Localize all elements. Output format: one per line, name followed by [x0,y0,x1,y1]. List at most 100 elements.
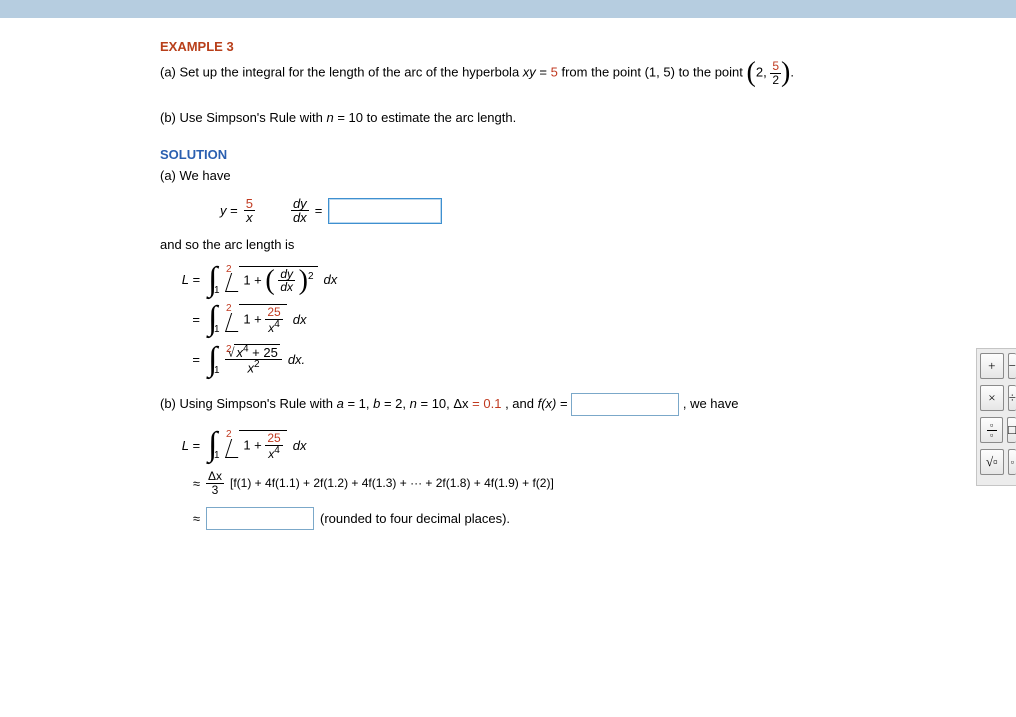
palette-divide-button[interactable]: ÷ [1008,385,1016,411]
lhs: = [160,312,200,327]
den: x4 [265,320,282,335]
lo: 1 [214,324,220,335]
rparen: ) [781,57,790,88]
bval: = 2, [380,396,409,411]
math-palette: + − × ÷ ▫▫ □ √▫ ▫ [976,348,1016,486]
den: x4 [265,446,282,461]
num: dy [291,197,309,212]
frac: 25 x4 [265,432,282,460]
eq-final: ≈ (rounded to four decimal places). [160,507,860,530]
palette-minus-button[interactable]: − [1008,353,1016,379]
den: x2 [225,360,281,375]
num: Δx [206,470,224,484]
nval: = 10, [417,396,454,411]
y-eq: y = [220,203,238,218]
n: n [410,396,417,411]
lhs: L = [160,272,200,287]
answer-dydx-input[interactable] [328,198,442,224]
num: dy [278,268,295,282]
eq-L3: = ∫ 2 1 √x4 + 25 x2 dx. [160,344,860,375]
top-bar [0,0,1016,19]
frac-5x: 5 x [244,197,255,225]
frac: √x4 + 25 x2 [225,344,281,375]
den: dx [278,281,295,294]
eq-y: y = 5 x dy dx = [220,197,860,225]
sqrt: 1 + 25 x4 [225,430,286,460]
aval: = 1, [344,396,373,411]
palette-nroot-button[interactable]: ▫ [1008,449,1016,475]
dx: dx. [288,352,305,367]
eq-L1: L = ∫ 2 1 1 + ( dy dx )2 dx [160,266,860,294]
sqrt: 1 + 25 x4 [225,304,286,334]
num: 5 [244,197,255,212]
palette-frac-button[interactable]: ▫▫ [980,417,1003,443]
solution-heading: SOLUTION [160,147,860,162]
eq-Lb: L = ∫ 2 1 1 + 25 x4 dx [160,430,860,460]
lparen: ( [747,57,756,88]
num: 5 [770,60,781,74]
palette-box-button[interactable]: □ [1007,417,1016,443]
dxval: = 0.1 [469,396,502,411]
point1: (1, 5) [645,65,675,80]
solution-a-intro: (a) We have [160,166,860,187]
eq-L2: = ∫ 2 1 1 + 25 x4 dx [160,304,860,334]
problem-part-b: (b) Use Simpson's Rule with n = 10 to es… [160,108,860,129]
period: . [790,65,794,80]
text: (b) Use Simpson's Rule with [160,110,326,125]
dx: Δx [453,396,468,411]
approx: ≈ [160,511,200,526]
dx: dx [293,438,307,453]
comma: , [763,65,770,80]
integral-icon: ∫ 2 1 [208,433,217,457]
text: (a) Set up the integral for the length o… [160,65,523,80]
num: √x4 + 25 [225,344,281,360]
bracket: [f(1) + 4f(1.1) + 2f(1.2) + 4f(1.3) + ··… [230,476,554,490]
lo: 1 [214,365,220,376]
num: 25 [265,432,282,446]
den: 3 [206,484,224,497]
den: 2 [770,74,781,87]
num: 25 [265,306,282,320]
lo: 1 [214,285,220,296]
text: to estimate the arc length. [367,110,517,125]
rounded: (rounded to four decimal places). [320,511,510,526]
answer-numeric-input[interactable] [206,507,314,530]
one-plus: 1 + [243,312,265,327]
den: x [244,211,255,225]
page-content: EXAMPLE 3 (a) Set up the integral for th… [0,19,860,530]
sqrt: 1 + ( dy dx )2 [225,266,317,294]
integral-icon: ∫ 2 1 [208,268,217,292]
wehave: , we have [683,396,739,411]
lhs: = [160,352,200,367]
point2-frac: 5 2 [770,60,781,86]
n-val: = 10 [337,110,363,125]
palette-sqrt-button[interactable]: √▫ [980,449,1004,475]
dydx: dy dx [278,268,295,294]
n: n [326,110,333,125]
and: , and [505,396,538,411]
dx: dx [293,312,307,327]
dx-over-3: Δx 3 [206,470,224,496]
lhs: L = [160,438,200,453]
exp: 2 [308,271,314,282]
answer-fx-input[interactable] [571,393,679,416]
hyperbola-xy: xy [523,65,536,80]
a: a [337,396,344,411]
palette-plus-button[interactable]: + [980,353,1004,379]
one-plus: 1 + [243,272,265,287]
text: (b) Using Simpson's Rule with [160,396,337,411]
integral-icon: ∫ 2 1 [208,348,217,372]
palette-times-button[interactable]: × [980,385,1004,411]
dx: dx [324,272,338,287]
den: dx [291,211,309,225]
approx: ≈ [160,476,200,491]
example-heading: EXAMPLE 3 [160,39,860,54]
eq: = [315,203,323,218]
solution-b-intro: (b) Using Simpson's Rule with a = 1, b =… [160,393,860,416]
hi: 2 [226,344,232,355]
problem-part-a: (a) Set up the integral for the length o… [160,60,860,86]
eq: = [556,396,571,411]
one-plus: 1 + [243,438,265,453]
integral-icon: ∫ 2 1 [208,307,217,331]
dydx-label: dy dx [291,197,309,225]
